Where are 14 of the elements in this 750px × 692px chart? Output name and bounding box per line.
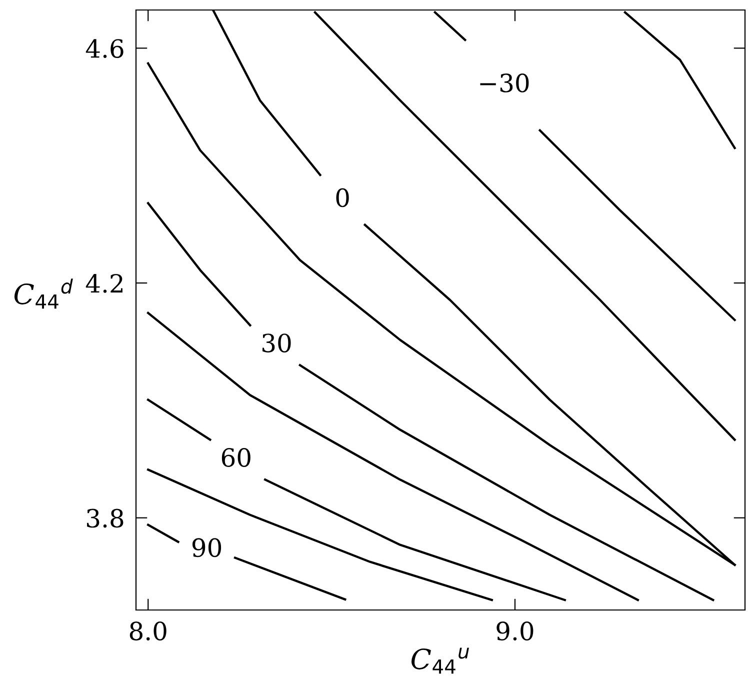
y-axis-title: C$_{44}$$^{d}$ — [14, 278, 73, 309]
x-tick-label: 8.0 — [130, 622, 166, 640]
y-tick-label: 4.2 — [86, 274, 122, 293]
line-series — [146, 312, 639, 602]
line-series — [146, 468, 493, 602]
series-label: 90 — [192, 538, 222, 558]
y-tick-label: 3.8 — [87, 508, 124, 528]
series-label: −30 — [480, 73, 529, 92]
y-tick-label: 4.6 — [86, 39, 124, 58]
x-axis-title: C$_{44}$$^{u}$ — [412, 648, 469, 674]
series-label: 60 — [222, 448, 250, 467]
series-label: 30 — [262, 334, 291, 352]
x-tick-label: 9.0 — [496, 622, 534, 640]
series-label: 0 — [336, 188, 349, 208]
